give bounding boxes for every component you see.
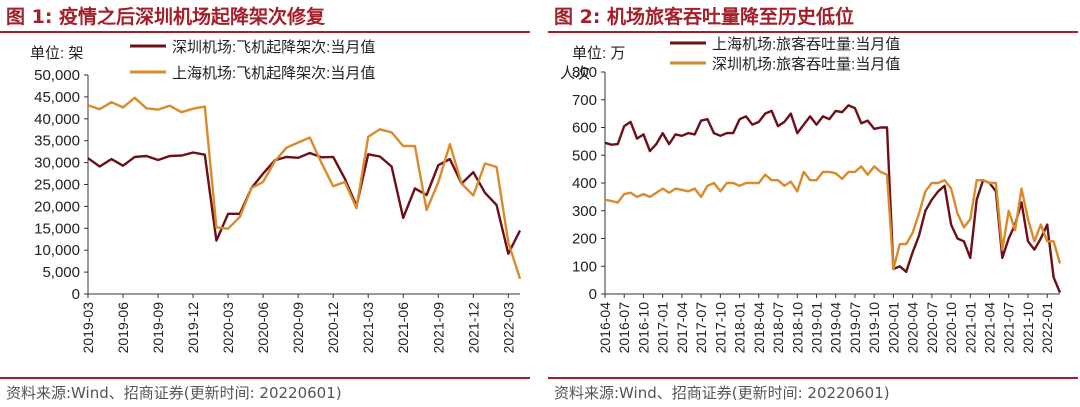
x-tick-label: 2020-09 [290,302,306,354]
y-tick-label: 35,000 [34,133,80,150]
figure-2-top-rule [548,31,1078,33]
y-tick-label: 0 [72,286,80,303]
figure-2-title: 图 2: 机场旅客吞吐量降至历史低位 [554,6,855,28]
figure-2-bottom-rule [548,377,1078,379]
unit-label-2: 人次 [560,65,590,82]
y-tick-label: 50,000 [34,67,80,84]
figure-2-panel: 图 2: 机场旅客吞吐量降至历史低位 单位: 万人次 0 100 200 300 400 5… [548,0,1078,407]
x-tick-label: 2018-07 [770,302,786,354]
legend-label-1: 上海机场:旅客吞吐量:当月值 [712,36,900,53]
x-tick-label: 2021-04 [982,302,998,354]
unit-label: 单位: 架 [30,45,83,62]
x-tick-label: 2018-01 [732,302,748,354]
x-tick-label: 2019-07 [847,302,863,354]
x-tick-label: 2021-03 [360,302,376,354]
x-tick-label: 2020-10 [943,302,959,354]
figure-1-title: 图 1: 疫情之后深圳机场起降架次修复 [6,6,326,28]
x-tick-label: 2017-10 [712,302,728,354]
series-line-1 [87,151,522,255]
x-tick-label: 2019-09 [150,302,166,354]
chart-1-aircraft-movements: 单位: 架 0 5,000 10,000 15,000 20,000 25,000 30,00… [30,39,522,354]
x-tick-label: 2022-03 [500,302,516,354]
x-tick-label: 2020-12 [325,302,341,354]
series-line-1 [604,104,1062,294]
x-tick-label: 2021-10 [1020,302,1036,354]
x-tick-label: 2019-04 [828,302,844,354]
unit-label: 单位: 万 [572,45,625,62]
figure-1-bottom-rule [0,377,530,379]
x-tick-label: 2016-10 [635,302,651,354]
x-tick-label: 2019-06 [115,302,131,354]
y-tick-label: 25,000 [34,177,80,194]
legend-label-2: 上海机场:飞机起降架次:当月值 [172,65,375,82]
legend-label-2: 深圳机场:旅客吞吐量:当月值 [712,56,900,73]
y-tick-label: 800 [572,64,597,81]
figure-1-top-rule [0,31,530,33]
y-tick-label: 0 [589,286,597,303]
y-tick-label: 300 [572,203,597,220]
y-tick-label: 10,000 [34,242,80,259]
y-tick-label: 500 [572,147,597,164]
x-tick-label: 2021-09 [430,302,446,354]
x-tick-label: 2017-01 [655,302,671,354]
x-tick-label: 2017-04 [674,302,690,354]
y-tick-label: 600 [572,120,597,137]
x-tick-label: 2019-01 [808,302,824,354]
x-tick-label: 2021-06 [395,302,411,354]
figure-1-panel: 图 1: 疫情之后深圳机场起降架次修复 单位: 架 0 5,000 10,000 15,… [0,0,530,407]
x-tick-label: 2021-12 [465,302,481,354]
x-tick-label: 2020-06 [255,302,271,354]
x-tick-label: 2018-04 [751,302,767,354]
y-tick-label: 15,000 [34,220,80,237]
y-tick-label: 45,000 [34,89,80,106]
y-tick-label: 700 [572,92,597,109]
series-line-2 [604,165,1062,271]
x-tick-label: 2020-04 [905,302,921,354]
y-tick-label: 400 [572,175,597,192]
x-tick-label: 2016-07 [616,302,632,354]
y-tick-label: 5,000 [42,264,80,281]
y-tick-label: 200 [572,231,597,248]
x-tick-label: 2021-07 [1001,302,1017,354]
x-tick-label: 2021-01 [962,302,978,354]
x-tick-label: 2019-03 [80,302,96,354]
x-tick-label: 2016-04 [597,302,613,354]
x-tick-label: 2017-07 [693,302,709,354]
x-tick-label: 2022-01 [1039,302,1055,354]
x-tick-label: 2019-10 [866,302,882,354]
x-tick-label: 2020-03 [220,302,236,354]
y-tick-label: 20,000 [34,198,80,215]
series-line-2 [87,96,522,280]
y-tick-label: 100 [572,258,597,275]
x-tick-label: 2020-07 [924,302,940,354]
figure-1-source: 资料来源:Wind、招商证券(更新时间: 20220601) [6,384,342,402]
y-tick-label: 40,000 [34,111,80,128]
y-tick-label: 30,000 [34,155,80,172]
x-tick-label: 2020-01 [885,302,901,354]
legend-label-1: 深圳机场:飞机起降架次:当月值 [172,39,375,56]
x-tick-label: 2018-10 [789,302,805,354]
figure-2-source: 资料来源:Wind、招商证券(更新时间: 20220601) [554,384,890,402]
x-tick-label: 2019-12 [185,302,201,354]
